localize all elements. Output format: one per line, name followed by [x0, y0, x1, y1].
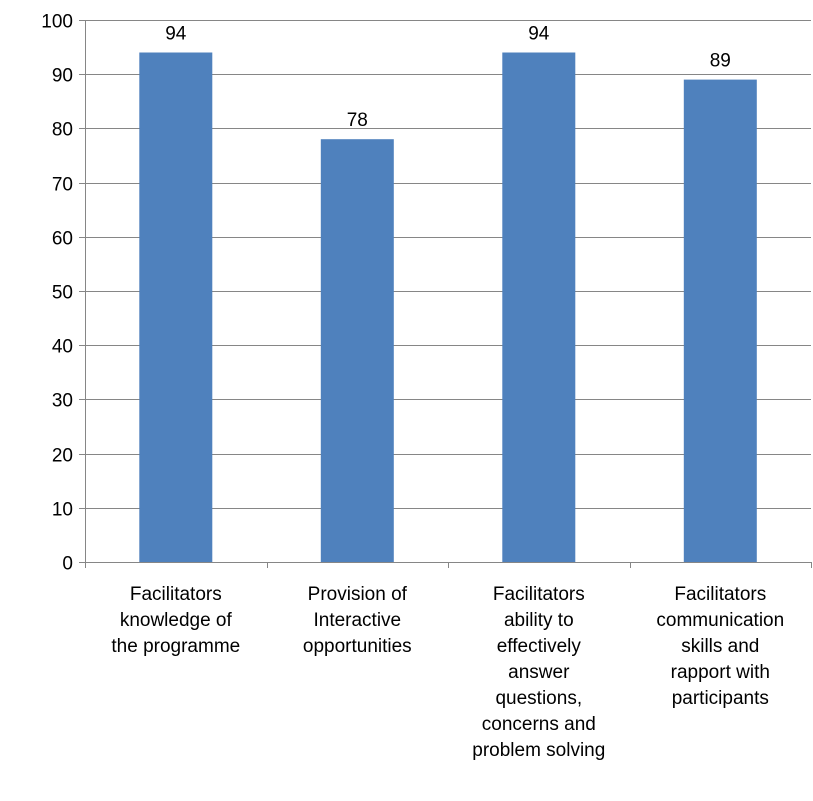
- x-category-label-line: opportunities: [303, 636, 412, 657]
- bars: [139, 52, 757, 562]
- x-category-label: Provision of Interactive opportunities: [303, 584, 412, 657]
- x-category-label-line: rapport with: [671, 662, 770, 683]
- x-category-label-line: answer: [508, 662, 570, 683]
- x-category-label-line: participants: [672, 688, 769, 709]
- bar: [683, 79, 757, 562]
- bar: [320, 139, 394, 562]
- data-label: 94: [528, 24, 550, 45]
- bar: [502, 52, 576, 562]
- y-tick-label: 40: [52, 337, 73, 358]
- x-category-label-line: ability to: [504, 610, 574, 631]
- y-axis-tick-labels: 0 10 20 30 40 50 60 70 80 90 100: [41, 12, 73, 575]
- x-category-label-line: problem solving: [472, 740, 605, 761]
- x-category-label-line: concerns and: [482, 714, 596, 735]
- y-tick-label: 100: [41, 12, 73, 33]
- y-tick-label: 50: [52, 283, 73, 304]
- x-category-label-line: questions,: [495, 688, 582, 709]
- y-tick-label: 90: [52, 66, 73, 87]
- x-category-label-line: effectively: [497, 636, 582, 657]
- x-category-label-line: communication: [656, 610, 784, 631]
- y-tick-label: 10: [52, 500, 73, 521]
- data-label: 89: [710, 51, 731, 72]
- data-label: 94: [165, 24, 187, 45]
- y-tick-label: 20: [52, 446, 73, 467]
- axes: [79, 20, 812, 568]
- x-category-label-line: Facilitators: [493, 584, 585, 605]
- x-category-label-line: the programme: [111, 636, 240, 657]
- x-category-label-line: skills and: [681, 636, 759, 657]
- y-tick-label: 0: [62, 554, 73, 575]
- x-category-label-line: Provision of: [308, 584, 408, 605]
- y-tick-label: 80: [52, 120, 73, 141]
- y-tick-label: 70: [52, 175, 73, 196]
- x-category-label: Facilitators knowledge of the programme: [111, 584, 240, 657]
- data-label: 78: [347, 110, 368, 131]
- y-tick-label: 60: [52, 229, 73, 250]
- x-category-label: Facilitators ability to effectively answer q…: [472, 584, 605, 761]
- y-tick-label: 30: [52, 391, 73, 412]
- x-category-label-line: Facilitators: [130, 584, 222, 605]
- x-category-label: Facilitators communication skills and rappo…: [656, 584, 784, 709]
- data-labels: 94 78 94 89: [165, 24, 731, 132]
- x-category-label-line: Facilitators: [674, 584, 766, 605]
- bar: [139, 52, 213, 562]
- x-category-label-line: Interactive: [313, 610, 401, 631]
- x-category-label-line: knowledge of: [120, 610, 233, 631]
- x-axis-category-labels: Facilitators knowledge of the programme Pro…: [111, 584, 784, 761]
